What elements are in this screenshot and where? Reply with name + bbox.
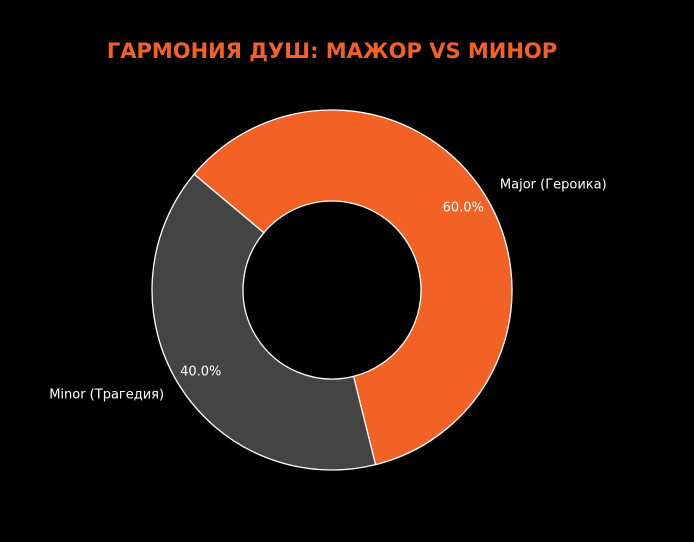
percent-label-major: 60.0% bbox=[443, 200, 484, 215]
donut-slice-major bbox=[193, 109, 513, 466]
slice-labels: Major (Героика) 60.0% Minor (Трагедия) 40.0… bbox=[49, 178, 606, 403]
donut-slices bbox=[151, 109, 513, 471]
slice-label-minor: Minor (Трагедия) bbox=[49, 387, 164, 402]
donut-slice-minor bbox=[151, 173, 377, 471]
percent-label-minor: 40.0% bbox=[180, 365, 221, 380]
chart-title: ГАРМОНИЯ ДУШ: МАЖОР VS МИНОР bbox=[107, 39, 557, 63]
slice-label-major: Major (Героика) bbox=[500, 178, 607, 193]
